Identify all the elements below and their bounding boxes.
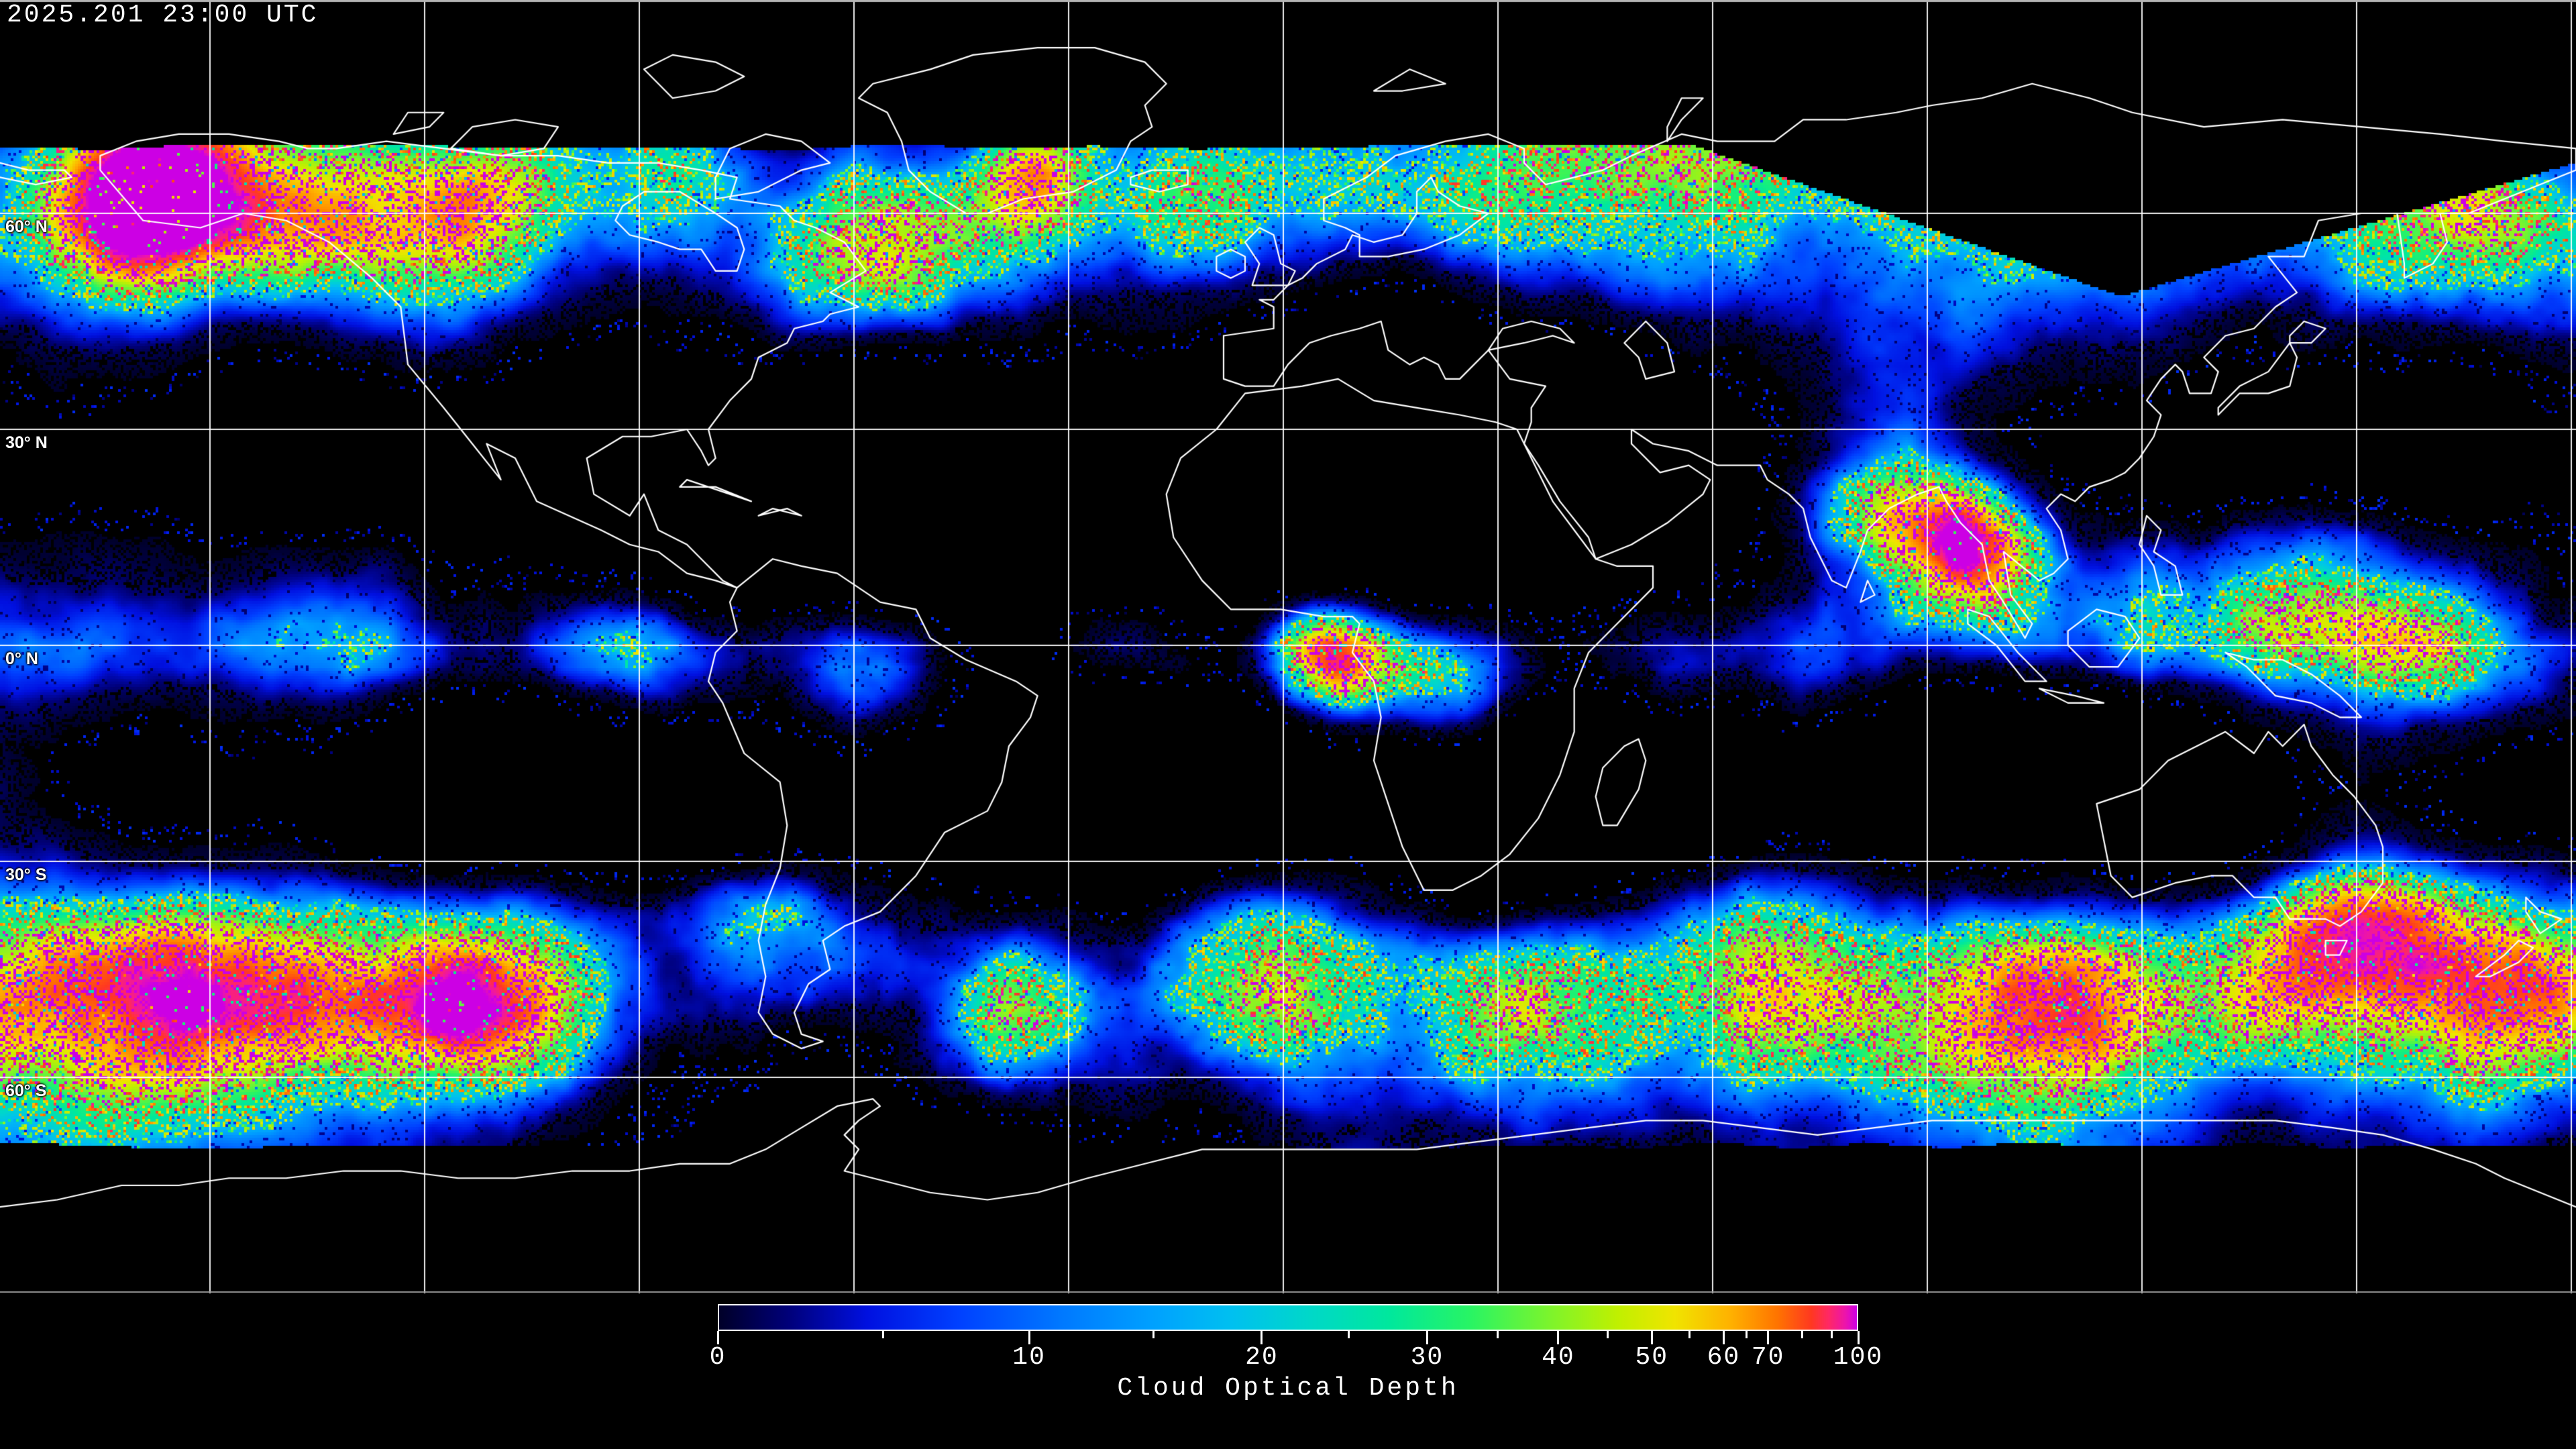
colorbar-tick-label: 50 <box>1635 1343 1669 1372</box>
colorbar-tick-label: 30 <box>1410 1343 1444 1372</box>
colorbar-tick-label: 10 <box>1012 1343 1046 1372</box>
colorbar-tick <box>1557 1331 1560 1344</box>
colorbar-tick <box>1801 1331 1804 1338</box>
colorbar-tick-label: 0 <box>709 1343 727 1372</box>
colorbar-tick <box>1347 1331 1350 1338</box>
colorbar-tick <box>1688 1331 1690 1338</box>
colorbar-tick <box>1497 1331 1499 1338</box>
colorbar-tick-label: 100 <box>1833 1343 1884 1372</box>
colorbar-tick <box>882 1331 884 1338</box>
colorbar-tick <box>716 1331 719 1344</box>
colorbar-tick-labels: 0 10 20 30 40 50 60 70 100 <box>710 1343 1882 1377</box>
colorbar-title: Cloud Optical Depth <box>1117 1374 1459 1403</box>
colorbar-tick-label: 20 <box>1245 1343 1279 1372</box>
colorbar-gradient <box>718 1304 1858 1331</box>
colorbar-tick <box>1831 1331 1833 1338</box>
latitude-label: 30° N <box>5 433 48 452</box>
colorbar-tick-label: 40 <box>1542 1343 1575 1372</box>
latitude-label: 60° S <box>5 1081 47 1100</box>
colorbar-ticks <box>716 1331 1860 1347</box>
colorbar-tick <box>1426 1331 1428 1344</box>
colorbar-tick <box>1857 1331 1860 1344</box>
colorbar-tick <box>1028 1331 1030 1344</box>
colorbar-tick <box>1260 1331 1263 1344</box>
colorbar-tick <box>1745 1331 1748 1338</box>
latitude-label: 30° S <box>5 865 47 884</box>
timestamp-label: 2025.201 23:00 UTC <box>7 1 319 30</box>
colorbar-tick <box>1767 1331 1770 1344</box>
colorbar-tick <box>1152 1331 1155 1338</box>
colorbar-tick-label: 70 <box>1751 1343 1785 1372</box>
colorbar-tick <box>1650 1331 1653 1344</box>
world-cloud-optical-depth-map <box>0 0 2576 1296</box>
colorbar-tick <box>1606 1331 1609 1338</box>
colorbar-tick-label: 60 <box>1707 1343 1741 1372</box>
latitude-label: 60° N <box>5 217 48 236</box>
colorbar-tick <box>1722 1331 1725 1344</box>
latitude-label: 0° N <box>5 649 38 668</box>
